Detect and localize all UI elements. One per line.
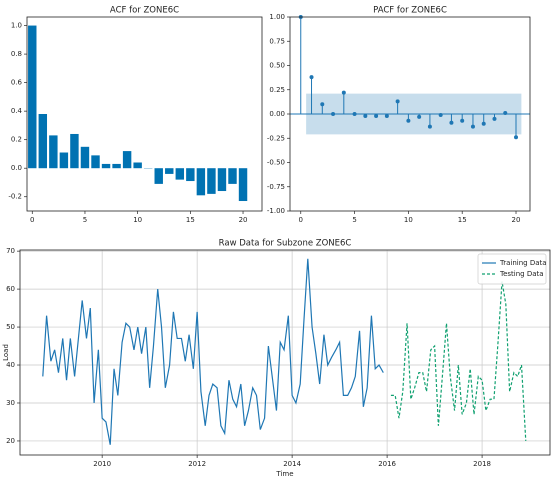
y-tick-label: 0.25 [269,86,285,94]
legend-box [477,253,547,285]
x-tick-label: 2016 [378,460,396,468]
bar [59,152,69,169]
x-axis-label: Time [275,470,293,478]
stem-marker [514,135,519,140]
x-tick-label: 0 [299,216,303,224]
bar [175,168,185,180]
y-tick-label: 1.0 [11,22,22,30]
axes-frame [19,249,551,456]
bar [28,25,37,169]
stem-marker [438,112,443,117]
bar [133,162,142,169]
bar [196,168,206,196]
stem-marker [395,99,400,104]
y-tick-label: -0.50 [267,159,285,167]
x-tick-label: 5 [83,216,87,224]
axes-frame [289,16,531,212]
y-tick-label: 0.4 [11,107,23,115]
chart-title: Raw Data for Subzone ZONE6C [219,239,352,249]
stem-marker [384,113,389,118]
stem-marker [427,124,432,129]
series-line [390,281,527,441]
y-axis-label: Load [2,344,10,361]
x-tick-label: 20 [512,216,521,224]
y-tick-label: -0.25 [267,134,285,142]
bar [186,168,195,182]
x-tick-label: 2012 [188,460,206,468]
y-tick-label: 50 [6,323,15,331]
chart-title: PACF for ZONE6C [373,6,447,16]
stem-marker [417,114,422,119]
x-tick-label: 10 [404,216,413,224]
stem-marker [374,113,379,118]
bar [80,146,90,169]
bar [154,168,163,184]
stem-marker [320,102,325,107]
stem-marker [470,124,475,129]
y-tick-label: 60 [6,285,15,293]
series-line [42,258,384,445]
y-tick-label: -0.2 [8,193,22,201]
bar [228,168,237,184]
bar [38,114,48,169]
stem-marker [406,118,411,123]
x-tick-label: 2010 [93,460,111,468]
bar [91,155,100,169]
x-tick-label: 15 [186,216,195,224]
y-tick-label: 0.0 [11,164,22,172]
y-tick-label: 0.6 [11,79,23,87]
x-tick-label: 2018 [473,460,491,468]
stem-marker [309,75,314,80]
y-tick-label: 0.00 [269,110,285,118]
y-tick-label: 40 [6,361,15,369]
stem-marker [460,118,465,123]
bar [70,133,79,169]
bar [112,163,121,169]
stem-marker [449,120,454,125]
y-tick-label: -1.00 [267,207,285,215]
y-tick-label: 0.50 [269,62,285,70]
y-tick-label: -0.75 [267,183,285,191]
y-tick-label: 30 [6,399,15,407]
bar [217,168,227,192]
stem-marker [481,121,486,126]
chart-title: ACF for ZONE6C [110,6,179,16]
y-tick-label: 20 [6,437,15,445]
chart-panel: ACF for ZONE6C -0.2 0.0 0.2 0.4 0.6 0.8 1.0 0 5 10… [8,6,263,224]
stem-marker [503,111,508,116]
stem-marker [352,112,357,116]
bar [101,163,111,169]
axes-frame [26,16,263,212]
chart-panel: PACF for ZONE6C -1.00 -0.75 -0.50 -0.25 0.00 0… [267,6,531,224]
y-tick-label: 70 [6,247,15,255]
legend-label: Training Data [499,259,547,267]
stem-marker [331,112,336,116]
x-tick-label: 20 [239,216,248,224]
y-tick-label: 0.8 [11,50,22,58]
bar [165,168,174,174]
chart-panel: Raw Data for Subzone ZONE6C 20 30 40 50 60 70 2… [2,239,551,478]
bar [49,135,58,169]
x-tick-label: 2014 [283,460,301,468]
bar [122,151,132,169]
y-tick-label: 1.00 [269,13,285,21]
stem-marker [341,90,346,95]
y-tick-label: 0.2 [11,136,22,144]
legend-label: Testing Data [499,270,544,278]
bar [238,168,248,202]
x-tick-label: 10 [133,216,142,224]
stem-marker [363,113,368,118]
x-tick-label: 5 [352,216,356,224]
stem-marker [492,116,497,121]
bar [207,168,216,194]
y-tick-label: 0.75 [269,37,285,45]
x-tick-label: 0 [30,216,34,224]
x-tick-label: 15 [458,216,467,224]
